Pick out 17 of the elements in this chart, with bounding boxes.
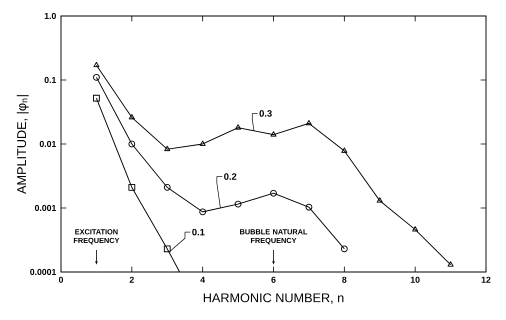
x-tick-label: 2: [130, 276, 134, 283]
x-tick-label: 6: [271, 276, 276, 283]
x-tick-label: 8: [342, 276, 346, 283]
x-tick-label: 4: [200, 276, 206, 283]
x-tick-label: 0: [58, 276, 64, 283]
legend-label: 0.1: [192, 228, 205, 236]
y-tick-label: 0.001: [34, 204, 56, 212]
x-tick-label: 12: [482, 276, 490, 283]
y-tick-label: 0.01: [40, 140, 56, 148]
legend-label: 0.2: [224, 173, 236, 180]
x-axis-title: HARMONIC NUMBER, n: [204, 293, 344, 304]
y-tick-label: 0.0001: [30, 268, 56, 276]
x-tick-label: 10: [410, 276, 420, 283]
legend-label: 0.3: [260, 110, 272, 117]
y-tick-label: 0.1: [44, 76, 56, 84]
y-axis-title: AMPLITUDE, |φ$_{n}$|: [16, 95, 29, 194]
y-tick-label: 1.0: [44, 12, 56, 20]
